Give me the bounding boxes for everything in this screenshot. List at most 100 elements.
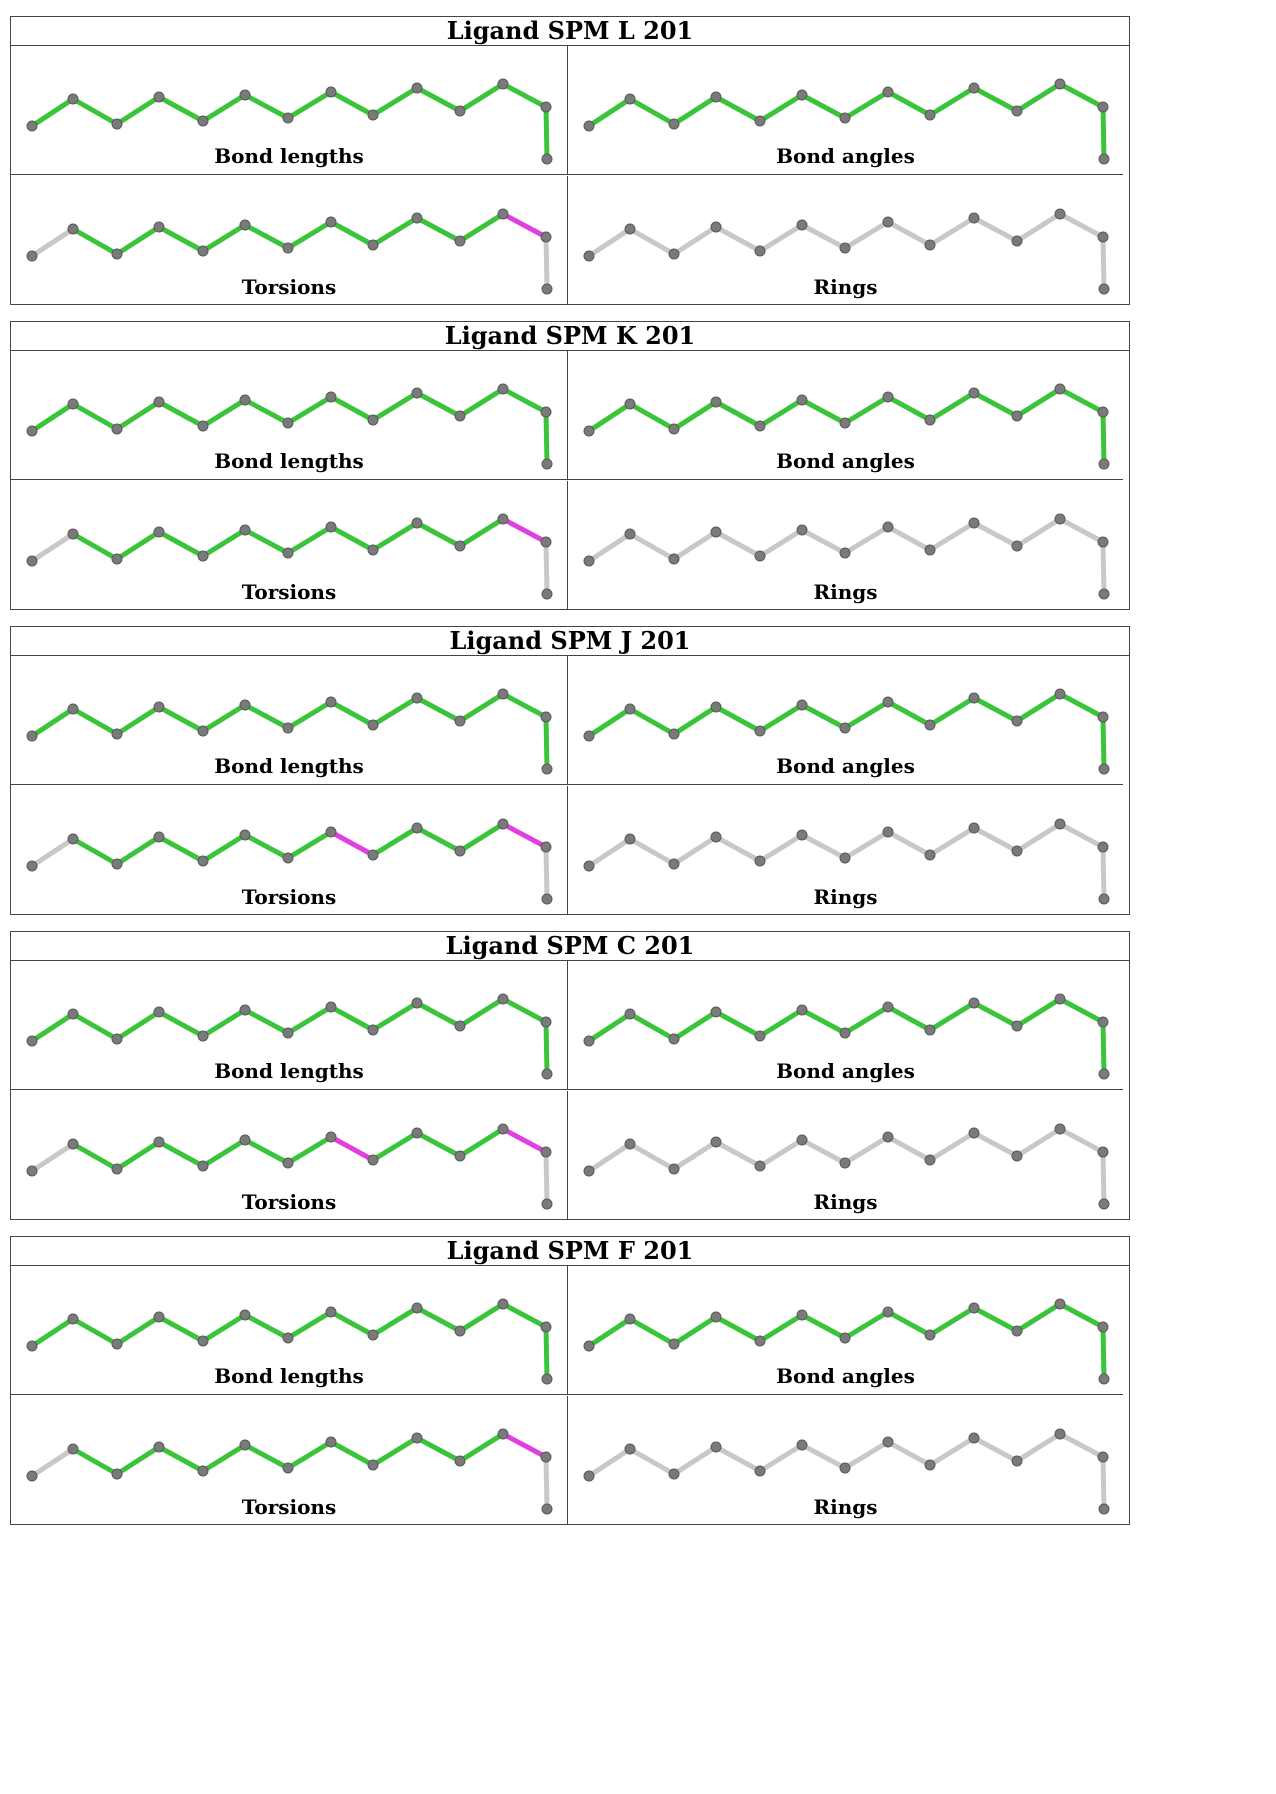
molecule-view — [26, 818, 553, 905]
atom — [839, 852, 851, 864]
atom — [541, 763, 553, 775]
bond-neutral — [671, 1139, 719, 1172]
atom — [1054, 78, 1066, 90]
ligand-title: Ligand SPM F 201 — [11, 1237, 1129, 1266]
atom — [239, 1134, 251, 1146]
atom — [411, 997, 423, 1009]
bond-ok — [713, 704, 763, 734]
atom — [624, 1443, 636, 1455]
bond-neutral — [971, 215, 1020, 244]
atom — [668, 728, 680, 740]
panel-caption: Bond angles — [776, 754, 915, 778]
atom — [968, 692, 980, 704]
bond-ok — [200, 397, 248, 429]
atom — [1097, 711, 1109, 723]
bond-ok — [757, 702, 805, 734]
atom — [968, 997, 980, 1009]
bond-neutral — [627, 836, 677, 867]
atom — [1054, 383, 1066, 395]
bond-ok — [971, 695, 1020, 724]
atom — [411, 1432, 423, 1444]
atom — [924, 719, 936, 731]
atom — [839, 112, 851, 124]
atom — [367, 414, 379, 426]
bond-ok — [242, 832, 291, 861]
bond-ok — [328, 89, 376, 118]
atom — [1011, 715, 1023, 727]
atom — [710, 701, 722, 713]
atom — [839, 547, 851, 559]
bond-ok — [1057, 386, 1106, 415]
atom — [282, 547, 294, 559]
atom — [325, 1131, 337, 1143]
bond-ok — [70, 1446, 120, 1477]
panel-rings: Rings — [567, 1091, 1123, 1220]
atom — [153, 1006, 165, 1018]
panel-rings: Rings — [567, 1396, 1123, 1525]
bond-ok — [200, 1442, 248, 1474]
atom — [1097, 1321, 1109, 1333]
atom — [541, 1503, 553, 1515]
bond-neutral — [885, 829, 933, 858]
bond-neutral — [586, 1141, 633, 1174]
molecule-view — [583, 1123, 1110, 1210]
bond-neutral — [799, 527, 848, 556]
bond-ok — [971, 85, 1020, 114]
atom — [882, 86, 894, 98]
atom — [1011, 1020, 1023, 1032]
molecule-view — [26, 993, 553, 1080]
bond-ok — [713, 94, 763, 124]
panel-caption: Bond angles — [776, 1059, 915, 1083]
atom — [367, 239, 379, 251]
bond-ok — [842, 1004, 891, 1036]
bond-ok — [1014, 386, 1063, 419]
bond-ok — [799, 1007, 848, 1036]
atom — [1097, 101, 1109, 113]
atom — [1097, 406, 1109, 418]
bond-ok — [114, 224, 162, 257]
molecule-view — [26, 513, 553, 600]
bond-ok — [242, 1442, 291, 1471]
bond-ok — [757, 397, 805, 429]
bond-ok — [1014, 691, 1063, 724]
bond-ok — [414, 215, 463, 244]
bond-neutral — [1014, 1431, 1063, 1464]
bond-ok — [285, 699, 334, 731]
atom — [1097, 841, 1109, 853]
atom — [624, 223, 636, 235]
atom — [367, 849, 379, 861]
bond-neutral — [627, 531, 677, 562]
bond-ok — [757, 1312, 805, 1344]
atom — [924, 1024, 936, 1036]
atom — [882, 1001, 894, 1013]
bond-ok — [242, 397, 291, 426]
bond-ok — [457, 211, 506, 244]
bond-ok — [242, 702, 291, 731]
bond-ok — [1057, 996, 1106, 1025]
atom — [583, 1340, 595, 1352]
bond-ok — [328, 1004, 376, 1033]
bond-ok — [627, 96, 677, 127]
atom — [497, 513, 509, 525]
bond-ok — [156, 1314, 206, 1344]
bond-neutral — [543, 844, 550, 902]
bond-ok — [927, 85, 977, 118]
ligand-tables-container: Ligand SPM L 201 Bond lengths Bond angle… — [10, 0, 1276, 1525]
atom — [924, 1329, 936, 1341]
atom — [153, 1136, 165, 1148]
atom — [367, 719, 379, 731]
bond-ok — [842, 699, 891, 731]
panel-caption: Bond lengths — [214, 1059, 364, 1083]
atom — [1098, 1503, 1110, 1515]
atom — [26, 730, 38, 742]
bond-ok — [328, 699, 376, 728]
panel-rings: Rings — [567, 481, 1123, 610]
bond-ok — [29, 706, 76, 739]
atom — [282, 1332, 294, 1344]
bond-outlier — [500, 516, 549, 545]
bond-neutral — [1014, 211, 1063, 244]
atom — [1011, 540, 1023, 552]
atom — [325, 826, 337, 838]
bond-ok — [156, 1444, 206, 1474]
atom — [754, 725, 766, 737]
